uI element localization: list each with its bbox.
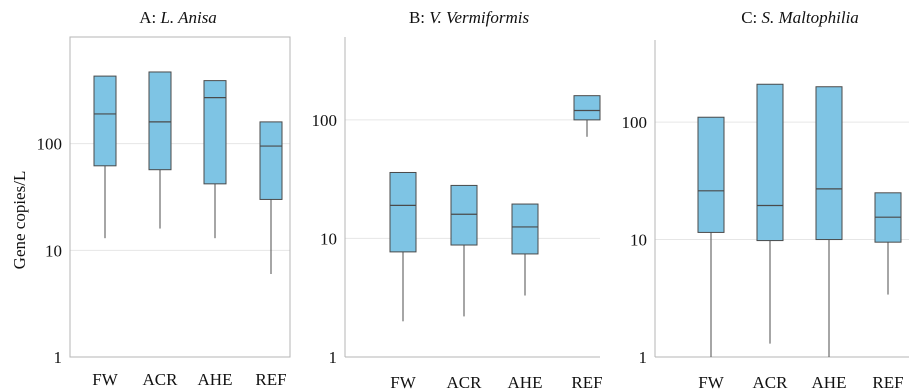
iqr-box <box>450 184 478 246</box>
y-axis-label: Gene copies/L <box>10 171 29 270</box>
box-ahe <box>203 80 227 239</box>
box-fw <box>389 171 417 322</box>
iqr-box <box>511 203 539 255</box>
box-fw <box>93 75 117 239</box>
box-ref <box>874 192 902 295</box>
x-tick-label: FW <box>390 373 416 391</box>
y-tick-label: 1 <box>329 348 338 367</box>
x-tick-label: FW <box>92 370 118 389</box>
x-tick-label: AHE <box>198 370 233 389</box>
iqr-box <box>203 80 227 185</box>
panel-title: C: S. Maltophilia <box>741 8 859 27</box>
y-tick-label: 1 <box>54 348 63 367</box>
panel-title-prefix: A: <box>139 8 160 27</box>
plot-frame <box>69 36 291 358</box>
y-tick-label: 100 <box>622 113 648 132</box>
y-tick-label: 100 <box>312 111 338 130</box>
box-fw <box>697 116 725 357</box>
iqr-box <box>697 116 725 233</box>
box-ref <box>573 95 601 137</box>
panel-title: A: L. Anisa <box>139 8 217 27</box>
x-tick-label: AHE <box>812 373 847 391</box>
iqr-box <box>815 86 843 241</box>
x-tick-label: ACR <box>447 373 483 391</box>
iqr-box <box>259 121 283 200</box>
box-acr <box>756 83 784 344</box>
x-tick-label: REF <box>571 373 602 391</box>
y-tick-label: 10 <box>45 241 62 260</box>
y-tick-label: 100 <box>37 135 63 154</box>
iqr-box <box>756 83 784 242</box>
x-tick-label: AHE <box>508 373 543 391</box>
x-tick-label: FW <box>698 373 724 391</box>
iqr-box <box>573 95 601 121</box>
x-tick-label: REF <box>255 370 286 389</box>
iqr-box <box>148 71 172 171</box>
panel-title-prefix: C: <box>741 8 761 27</box>
iqr-box <box>389 171 417 253</box>
panel-title-organism: L. Anisa <box>159 8 216 27</box>
box-ref <box>259 121 283 274</box>
x-tick-label: ACR <box>143 370 179 389</box>
box-acr <box>148 71 172 229</box>
panel-1: A: L. Anisa 1 10 100 FW ACR AHE REF <box>37 8 291 389</box>
y-tick-label: 10 <box>320 229 337 248</box>
panel-2: B: V. Vermiformis 1 10 100 FW ACR AHE REF <box>312 8 603 391</box>
y-tick-label: 1 <box>639 348 648 367</box>
panel-title-organism: V. Vermiformis <box>429 8 529 27</box>
box-ahe <box>815 86 843 357</box>
y-tick-label: 10 <box>630 231 647 250</box>
x-tick-label: REF <box>872 373 903 391</box>
iqr-box <box>93 75 117 167</box>
panel-title-prefix: B: <box>409 8 429 27</box>
panel-title-organism: S. Maltophilia <box>762 8 859 27</box>
x-tick-label: ACR <box>753 373 789 391</box>
panel-3: C: S. Maltophilia 1 10 100 FW ACR AHE REF <box>622 8 909 391</box>
box-ahe <box>511 203 539 296</box>
panel-title: B: V. Vermiformis <box>409 8 530 27</box>
box-acr <box>450 184 478 317</box>
